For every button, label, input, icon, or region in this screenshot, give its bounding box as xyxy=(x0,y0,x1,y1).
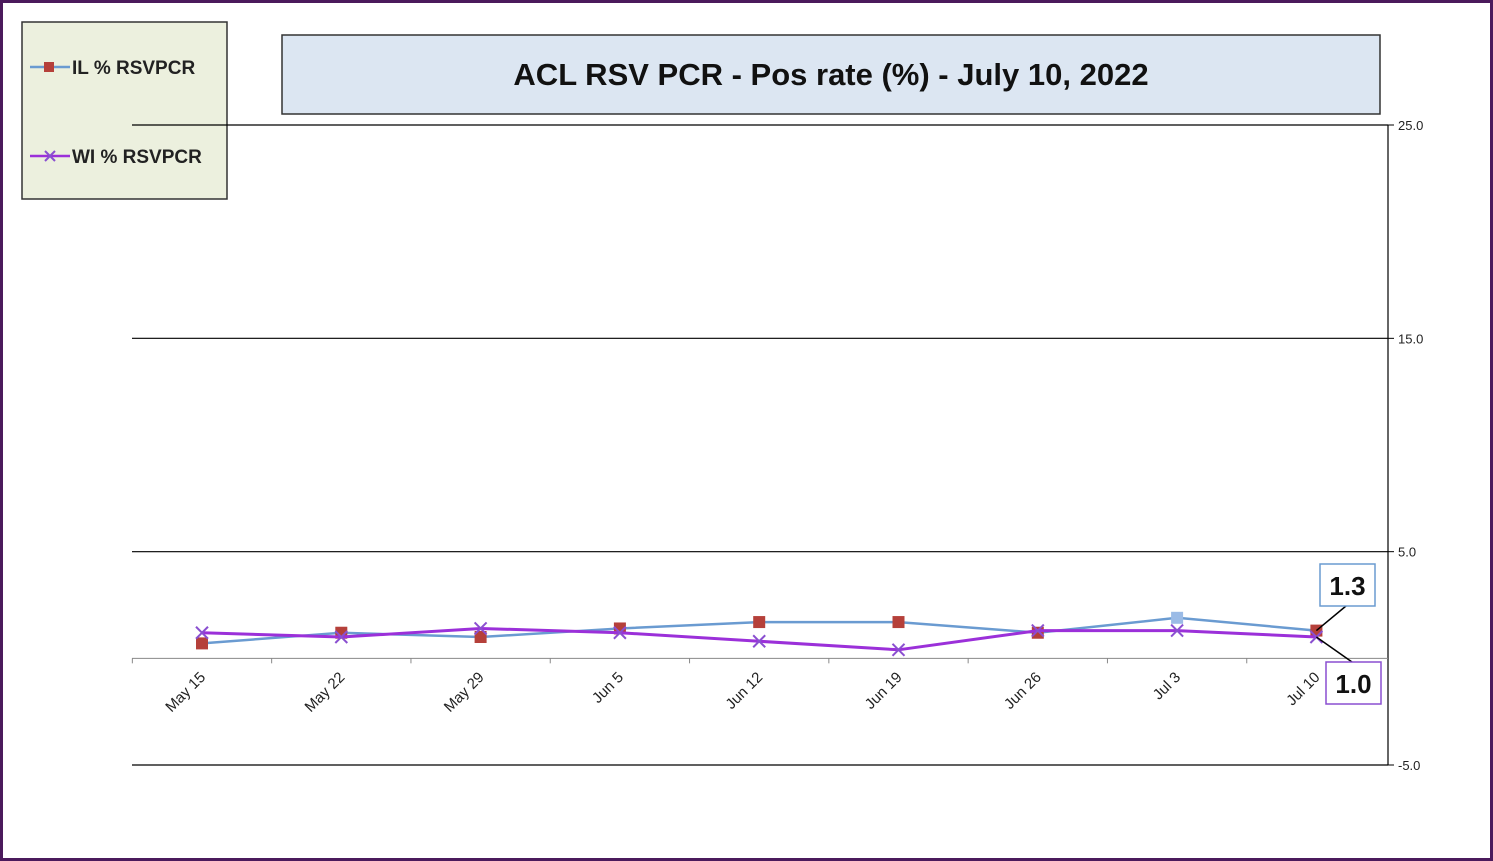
data-label-box xyxy=(1325,661,1382,705)
data-point-wi xyxy=(891,643,906,657)
callout-leader xyxy=(1315,636,1353,663)
data-point-wi xyxy=(613,626,627,640)
y-tick-label: 5.0 xyxy=(1398,545,1416,560)
data-point-wi-stroke xyxy=(752,634,766,648)
data-point-wi-stroke xyxy=(613,626,627,640)
data-label: 1.0 xyxy=(1335,669,1371,699)
data-point-il xyxy=(196,637,208,650)
data-point-wi-stroke xyxy=(473,621,488,636)
data-point-il xyxy=(1031,626,1044,639)
data-label-box xyxy=(1319,563,1376,607)
data-point-wi xyxy=(334,630,349,644)
series-line-wi xyxy=(201,626,1317,652)
data-point-il xyxy=(892,616,905,629)
legend-marker-il xyxy=(44,62,54,72)
legend-marker-wi xyxy=(44,150,56,162)
chart-title: ACL RSV PCR - Pos rate (%) - July 10, 20… xyxy=(513,57,1148,92)
data-point-wi xyxy=(473,621,488,636)
data-point-wi-stroke xyxy=(1031,623,1045,638)
data-point-il xyxy=(474,631,487,643)
data-point-wi xyxy=(752,634,766,648)
data-point-wi-stroke xyxy=(195,626,209,640)
legend: IL % RSVPCR WI % RSVPCR xyxy=(21,21,228,200)
x-tick-label: May 15 xyxy=(162,669,209,716)
x-tick-label: May 22 xyxy=(302,669,349,716)
x-tick-label: Jun 5 xyxy=(589,669,627,707)
legend-label-wi: WI % RSVPCR xyxy=(72,147,202,168)
data-point-il xyxy=(1171,611,1184,624)
callout-leader xyxy=(1315,605,1347,632)
data-point-wi-stroke xyxy=(1170,623,1184,638)
data-point-wi-stroke xyxy=(891,643,906,657)
data-label: 1.3 xyxy=(1329,571,1365,601)
data-point-wi xyxy=(195,626,209,640)
y-tick-label: 15.0 xyxy=(1398,331,1423,346)
x-tick-label: Jul 10 xyxy=(1283,669,1323,709)
legend-label-il: IL % RSVPCR xyxy=(72,58,195,79)
legend-box xyxy=(21,21,228,200)
x-tick-label: Jul 3 xyxy=(1150,669,1184,703)
data-point-wi xyxy=(1170,623,1184,638)
data-point-il xyxy=(753,616,766,629)
title-box xyxy=(281,34,1381,115)
x-tick-label: May 29 xyxy=(441,669,488,716)
x-tick-label: Jun 26 xyxy=(1001,669,1045,713)
x-tick-label: Jun 19 xyxy=(862,669,906,713)
data-point-wi-stroke xyxy=(334,630,349,644)
data-point-wi xyxy=(1031,623,1045,638)
x-tick-label: Jun 12 xyxy=(722,669,766,713)
y-tick-label: -5.0 xyxy=(1398,758,1420,773)
y-tick-label: 25.0 xyxy=(1398,118,1423,133)
